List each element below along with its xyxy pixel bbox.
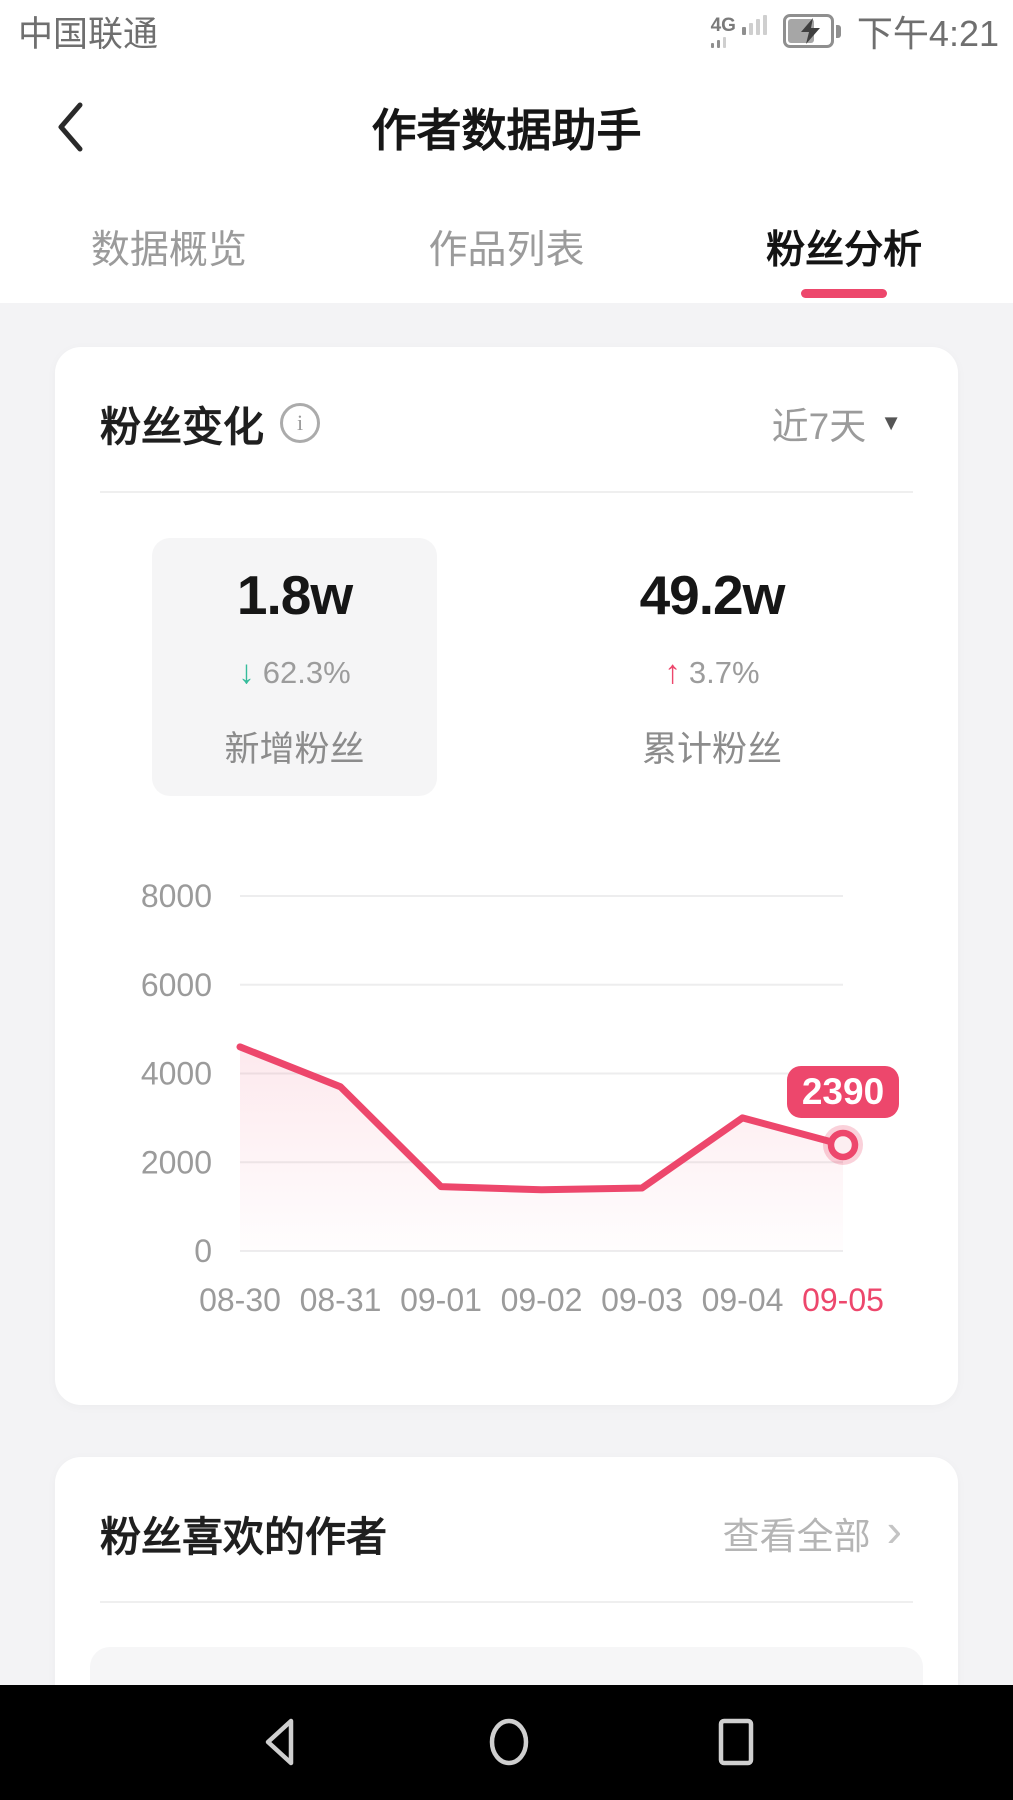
svg-text:6000: 6000 <box>141 967 212 1003</box>
stat-value: 49.2w <box>639 563 786 626</box>
stat-label: 累计粉丝 <box>641 729 782 769</box>
active-tab-underline <box>801 289 888 298</box>
divider <box>100 1601 913 1603</box>
lightning-bolt-icon <box>800 18 820 44</box>
tab-works-list[interactable]: 作品列表 <box>338 190 676 303</box>
status-bar-right: 4G <box>710 5 999 57</box>
fans-card-header: 粉丝变化 i 近7天 ▼ <box>55 347 958 453</box>
svg-text:09-01: 09-01 <box>400 1282 482 1318</box>
arrow-up-icon: ↑ <box>664 652 681 690</box>
authors-card-title: 粉丝喜欢的作者 <box>100 1514 387 1560</box>
line-chart-svg: 0 2000 4000 6000 8000 08-30 08-31 09-01 09-02 09-… <box>141 878 899 1318</box>
author-list-placeholder <box>90 1647 923 1685</box>
chevron-right-icon: › <box>886 1504 902 1556</box>
svg-text:2000: 2000 <box>141 1144 212 1180</box>
stat-value: 1.8w <box>236 563 353 626</box>
svg-text:09-05: 09-05 <box>802 1282 884 1318</box>
divider <box>100 491 913 493</box>
page-title: 作者数据助手 <box>371 104 642 156</box>
signal-bars-secondary-icon <box>710 36 726 48</box>
svg-text:09-02: 09-02 <box>501 1282 583 1318</box>
battery-charging-icon <box>782 14 841 48</box>
tab-label: 数据概览 <box>90 228 247 272</box>
cellular-signal-icon: 4G <box>710 14 767 48</box>
svg-text:09-03: 09-03 <box>601 1282 683 1318</box>
stat-total-fans[interactable]: 49.2w ↑ 3.7% 累计粉丝 <box>512 538 912 796</box>
date-range-label: 近7天 <box>771 406 867 447</box>
chevron-left-icon <box>58 102 83 152</box>
stat-change: ↑ 3.7% <box>664 653 759 691</box>
back-button[interactable] <box>48 96 92 158</box>
tab-data-overview[interactable]: 数据概览 <box>0 190 338 303</box>
date-range-selector[interactable]: 近7天 ▼ <box>772 396 902 450</box>
stat-change: ↓ 62.3% <box>238 653 350 691</box>
nav-home-icon[interactable] <box>485 1717 533 1767</box>
carrier-label: 中国联通 <box>18 14 159 54</box>
status-bar: 中国联通 4G <box>0 0 1013 62</box>
view-all-label: 查看全部 <box>722 1516 871 1557</box>
clock-label: 下午4:21 <box>856 13 999 54</box>
signal-bars-icon <box>741 14 767 35</box>
liked-authors-card: 粉丝喜欢的作者 查看全部 › <box>55 1457 958 1685</box>
tab-label: 作品列表 <box>428 228 585 272</box>
svg-text:0: 0 <box>194 1233 212 1269</box>
change-percent: 62.3% <box>262 654 351 690</box>
nav-back-icon[interactable] <box>258 1717 306 1767</box>
info-icon[interactable]: i <box>280 403 320 443</box>
tab-bar: 数据概览 作品列表 粉丝分析 <box>0 190 1013 304</box>
nav-recents-icon[interactable] <box>712 1717 760 1767</box>
fans-change-card: 粉丝变化 i 近7天 ▼ 1.8w ↓ 62.3% 新增粉丝 <box>55 347 958 1405</box>
svg-text:8000: 8000 <box>141 878 212 914</box>
network-type-label: 4G <box>710 14 736 36</box>
chevron-down-icon: ▼ <box>880 410 902 435</box>
svg-text:4000: 4000 <box>141 1056 212 1092</box>
arrow-down-icon: ↓ <box>238 652 255 690</box>
tab-fans-analysis[interactable]: 粉丝分析 <box>675 190 1013 303</box>
view-all-button[interactable]: 查看全部 › <box>723 1506 902 1560</box>
fans-card-title: 粉丝变化 <box>100 404 264 450</box>
fans-stats-row: 1.8w ↓ 62.3% 新增粉丝 49.2w ↑ 3.7% 累计粉丝 <box>55 538 958 796</box>
android-nav-bar <box>0 1685 1013 1800</box>
page-content: 粉丝变化 i 近7天 ▼ 1.8w ↓ 62.3% 新增粉丝 <box>0 303 1013 1685</box>
tab-label: 粉丝分析 <box>766 228 923 272</box>
svg-text:09-04: 09-04 <box>702 1282 784 1318</box>
svg-text:08-31: 08-31 <box>300 1282 382 1318</box>
svg-text:08-30: 08-30 <box>199 1282 281 1318</box>
authors-card-header: 粉丝喜欢的作者 查看全部 › <box>55 1457 958 1563</box>
header: 作者数据助手 <box>0 62 1013 190</box>
stat-label: 新增粉丝 <box>224 729 365 769</box>
stat-new-fans[interactable]: 1.8w ↓ 62.3% 新增粉丝 <box>152 538 437 796</box>
fans-trend-chart[interactable]: 0 2000 4000 6000 8000 08-30 08-31 09-01 09-02 09-… <box>55 858 958 1358</box>
change-percent: 3.7% <box>688 654 760 690</box>
svg-text:2390: 2390 <box>802 1071 884 1112</box>
